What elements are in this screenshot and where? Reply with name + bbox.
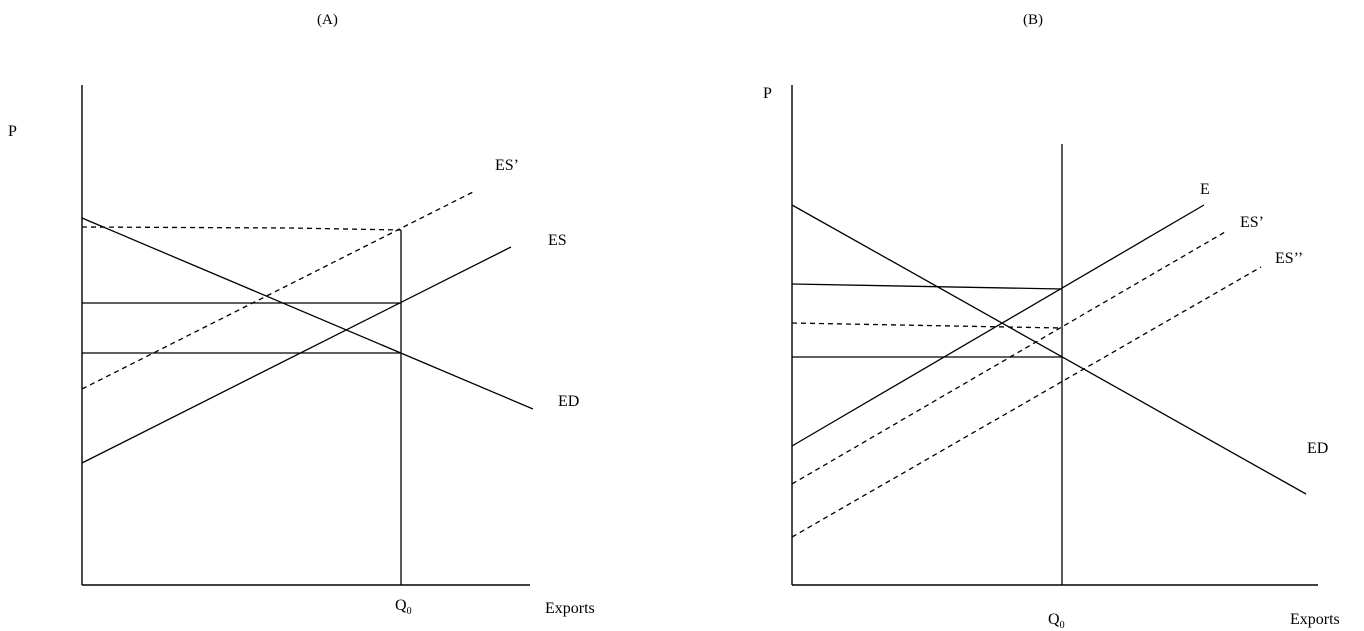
panel-a-ed-label: ED — [558, 393, 579, 410]
panel-a-es-prime-label: ES’ — [495, 157, 519, 174]
panel-b-ed-label: ED — [1307, 440, 1328, 457]
panel-b-y-axis-label: P — [763, 85, 772, 102]
panel-a-title: (A) — [317, 12, 338, 28]
panel-a-es-prime-curve — [81, 191, 474, 390]
panel-a-dashed-price-line — [81, 226, 402, 231]
panel-a-es-curve — [81, 246, 512, 464]
panel-b-price-line-upper — [791, 283, 1063, 290]
panel-b-es-prime-curve — [791, 231, 1226, 485]
panel-a-x-axis-label: Exports — [545, 600, 595, 617]
panel-b-es-double-prime-label: ES’’ — [1275, 250, 1303, 267]
panel-a-y-axis-label: P — [8, 123, 17, 140]
panel-b-es-prime-label: ES’ — [1240, 214, 1264, 231]
panel-b: (B) P E ES’ ES’’ ED Q0 Exports — [763, 12, 1340, 631]
panel-b-x-axis-label: Exports — [1290, 611, 1340, 628]
panel-a-ed-curve — [81, 217, 534, 410]
panel-b-e-curve — [791, 204, 1205, 447]
panel-b-dashed-price-line — [791, 322, 1063, 329]
panel-a-es-label: ES — [548, 232, 567, 249]
panel-b-ed-curve — [791, 204, 1307, 495]
panel-a-q0-label: Q0 — [395, 597, 412, 617]
panel-b-e-label: E — [1200, 181, 1210, 198]
panel-a: (A) P ES’ ES ED Q0 Exports — [8, 12, 595, 617]
panel-b-title: (B) — [1023, 12, 1043, 28]
panel-b-es-double-prime-curve — [791, 266, 1262, 538]
panel-b-q0-label: Q0 — [1048, 611, 1065, 631]
